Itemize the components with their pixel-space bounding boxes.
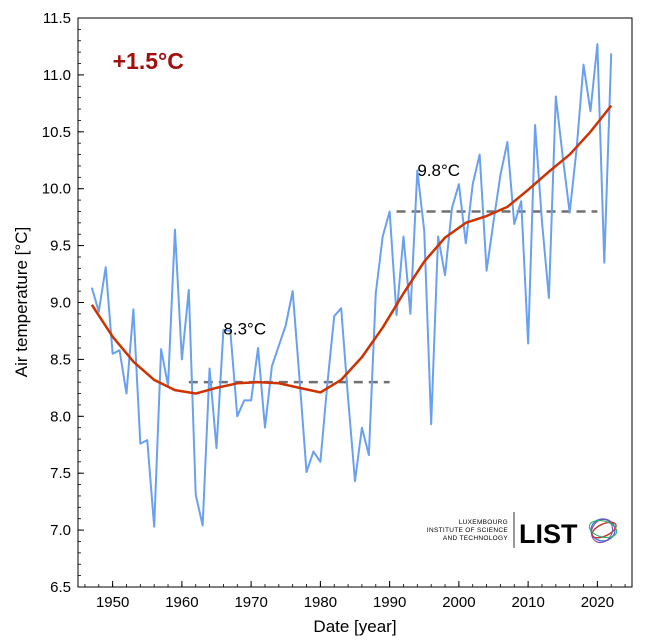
x-tick-label: 1960 — [165, 594, 198, 611]
logo-text-line-2: INSTITUTE OF SCIENCE — [427, 527, 508, 534]
plot-frame — [77, 17, 633, 588]
x-tick-label: 1970 — [234, 594, 267, 611]
reference-lines — [188, 210, 598, 384]
x-tick-label: 2000 — [442, 594, 475, 611]
data-series — [90, 43, 613, 528]
x-tick-label: 1950 — [96, 594, 129, 611]
y-tick-label: 9.5 — [50, 238, 71, 255]
y-tick-label: 6.5 — [50, 579, 71, 596]
period-mean-label: 9.8°C — [417, 161, 460, 180]
temperature-change-label: +1.5°C — [113, 48, 184, 74]
y-tick-label: 9.0 — [50, 295, 71, 312]
x-tick-label: 1990 — [373, 594, 406, 611]
x-tick-label: 2010 — [511, 594, 544, 611]
y-tick-label: 11.5 — [43, 10, 71, 27]
y-tick-label: 8.5 — [50, 351, 71, 368]
y-tick-label: 7.5 — [50, 465, 71, 482]
y-tick-label: 10.0 — [42, 181, 71, 198]
x-tick-label: 1980 — [304, 594, 337, 611]
y-axis-title: Air temperature [°C] — [12, 227, 31, 377]
list-logo: LUXEMBOURG INSTITUTE OF SCIENCE AND TECH… — [427, 512, 618, 549]
period-mean-label: 8.3°C — [223, 319, 266, 338]
logo-wordmark: LIST — [519, 519, 578, 549]
logo-text-line-3: AND TECHNOLOGY — [443, 535, 508, 542]
annotations: +1.5°C 8.3°C 9.8°C — [113, 48, 460, 338]
annual-temperature-line — [90, 43, 613, 528]
y-tick-label: 8.0 — [50, 408, 71, 425]
logo-text-line-1: LUXEMBOURG — [459, 519, 508, 526]
logo-globe-icon — [588, 518, 618, 544]
y-tick-label: 11.0 — [43, 67, 71, 84]
y-tick-label: 10.5 — [42, 124, 71, 141]
axis-ticks: 6.5 7.0 7.5 8.0 8.5 9.0 9.5 10.0 10.5 11.0 11.5 195… — [42, 10, 626, 611]
x-axis-title: Date [year] — [313, 617, 396, 636]
x-tick-label: 2020 — [581, 594, 614, 611]
y-tick-label: 7.0 — [50, 522, 71, 539]
smoothed-trend-line — [90, 104, 613, 395]
